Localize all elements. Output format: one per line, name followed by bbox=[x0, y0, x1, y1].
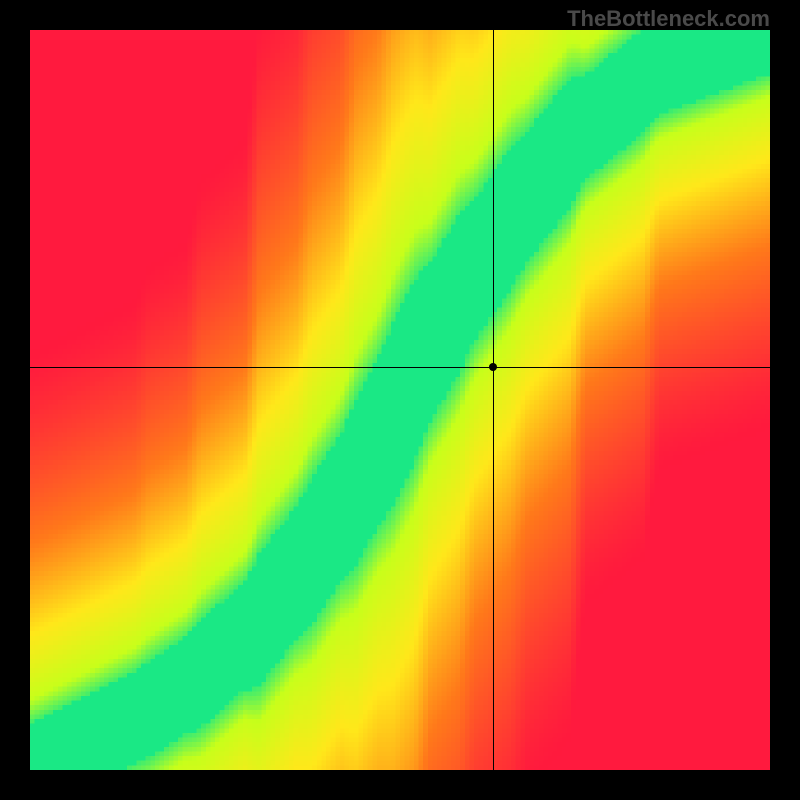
heatmap-canvas bbox=[30, 30, 770, 770]
crosshair-horizontal bbox=[30, 367, 770, 368]
crosshair-vertical bbox=[493, 30, 494, 770]
heatmap-plot bbox=[30, 30, 770, 770]
crosshair-marker bbox=[489, 363, 497, 371]
watermark-text: TheBottleneck.com bbox=[567, 6, 770, 32]
